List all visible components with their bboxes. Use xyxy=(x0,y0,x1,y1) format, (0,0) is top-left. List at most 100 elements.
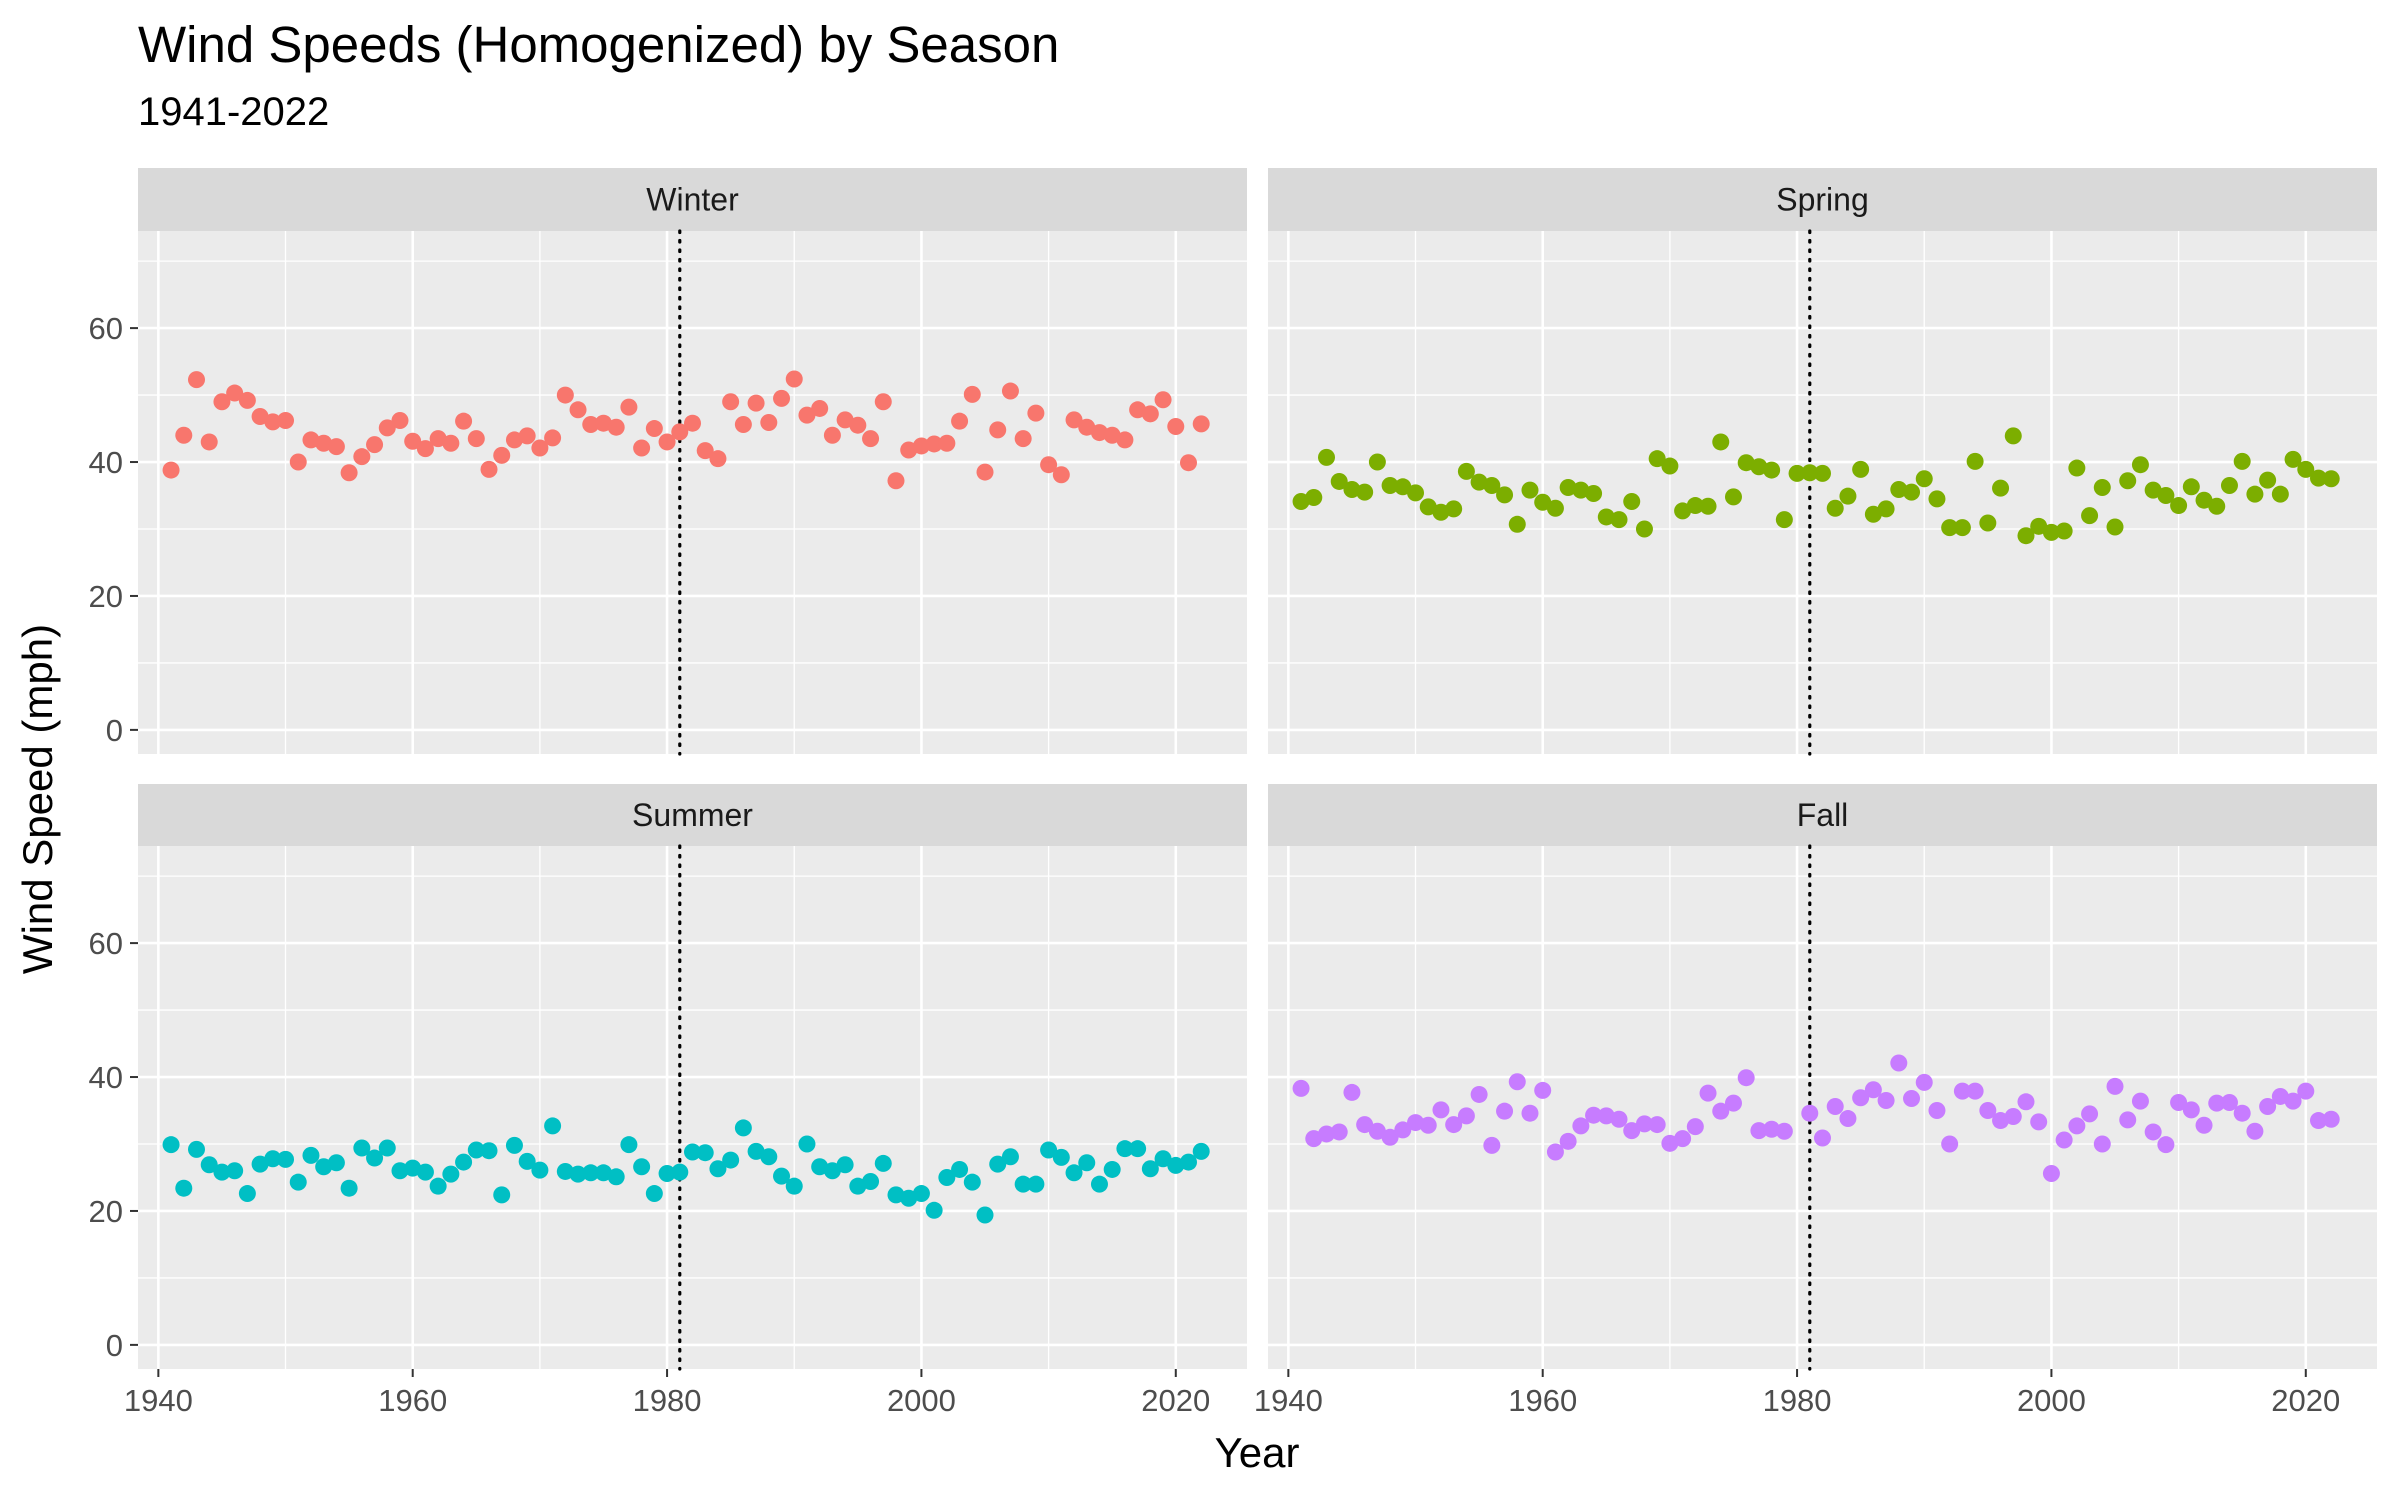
data-point xyxy=(1483,476,1501,494)
data-point xyxy=(1597,508,1615,526)
data-point xyxy=(1775,1122,1793,1140)
data-point xyxy=(862,430,880,448)
data-point xyxy=(1648,1116,1666,1134)
data-point xyxy=(1065,1164,1083,1182)
data-point xyxy=(696,1144,714,1162)
data-point xyxy=(2220,1093,2238,1111)
data-point xyxy=(2055,522,2073,540)
data-point xyxy=(493,1186,511,1204)
data-point xyxy=(620,1136,638,1154)
data-point xyxy=(200,1156,218,1174)
data-point xyxy=(2208,1094,2226,1112)
data-point xyxy=(1928,1102,1946,1120)
data-point xyxy=(760,1148,778,1166)
data-point xyxy=(1496,486,1514,504)
data-point xyxy=(378,419,396,437)
data-point xyxy=(1014,430,1032,448)
data-point xyxy=(2271,485,2289,503)
data-point xyxy=(1635,520,1653,538)
data-point xyxy=(747,1142,765,1160)
data-point xyxy=(1724,488,1742,506)
data-point xyxy=(2017,1093,2035,1111)
data-point xyxy=(2297,460,2315,478)
data-point xyxy=(2195,1116,2213,1134)
data-point xyxy=(251,407,269,425)
data-point xyxy=(1001,1148,1019,1166)
data-point xyxy=(569,1165,587,1183)
data-point xyxy=(1078,1154,1096,1172)
data-point xyxy=(416,1163,434,1181)
strip-background xyxy=(1268,784,2377,846)
data-point xyxy=(836,411,854,429)
data-point xyxy=(226,384,244,402)
data-point xyxy=(862,1172,880,1190)
data-point xyxy=(1953,1082,1971,1100)
data-point xyxy=(1432,503,1450,521)
data-point xyxy=(505,1136,523,1154)
data-point xyxy=(1623,1122,1641,1140)
data-point xyxy=(976,463,994,481)
y-tick-label: 20 xyxy=(89,1194,123,1229)
data-point xyxy=(1877,500,1895,518)
data-point xyxy=(1116,431,1134,449)
data-point xyxy=(658,1164,676,1182)
data-point xyxy=(1521,481,1539,499)
data-point xyxy=(1890,1054,1908,1072)
data-point xyxy=(2093,478,2111,496)
data-point xyxy=(747,394,765,412)
data-point xyxy=(1546,499,1564,517)
data-point xyxy=(1521,1104,1539,1122)
data-point xyxy=(1903,483,1921,501)
data-point xyxy=(2322,1110,2340,1128)
data-point xyxy=(162,461,180,479)
data-point xyxy=(455,412,473,430)
data-point xyxy=(1052,466,1070,484)
data-point xyxy=(264,1150,282,1168)
data-point xyxy=(556,386,574,404)
data-point xyxy=(963,1173,981,1191)
data-point xyxy=(1154,1150,1172,1168)
data-point xyxy=(773,1167,791,1185)
data-point xyxy=(1027,404,1045,422)
data-point xyxy=(1027,1175,1045,1193)
x-tick-label: 2020 xyxy=(2271,1383,2340,1418)
data-point xyxy=(2284,450,2302,468)
data-point xyxy=(2233,1104,2251,1122)
data-point xyxy=(2284,1092,2302,1110)
data-point xyxy=(2004,427,2022,445)
data-point xyxy=(404,432,422,450)
y-tick-label: 20 xyxy=(89,579,123,614)
data-point xyxy=(684,414,701,432)
data-point xyxy=(2144,481,2162,499)
data-point xyxy=(1979,514,1997,532)
data-point xyxy=(289,453,307,471)
data-point xyxy=(1381,476,1399,494)
data-point xyxy=(2182,1101,2200,1119)
data-point xyxy=(1040,456,1058,474)
data-point xyxy=(544,429,562,447)
y-axis-title: Wind Speed (mph) xyxy=(14,624,61,974)
data-point xyxy=(1801,1104,1819,1122)
data-point xyxy=(1572,1117,1590,1135)
data-point xyxy=(773,389,791,407)
data-point xyxy=(1103,1160,1121,1178)
data-point xyxy=(734,416,752,434)
data-point xyxy=(1674,502,1692,520)
data-point xyxy=(1052,1148,1070,1166)
data-point xyxy=(912,1185,930,1203)
data-point xyxy=(238,1185,256,1203)
data-point xyxy=(1724,1094,1742,1112)
data-point xyxy=(2017,527,2035,545)
data-point xyxy=(455,1153,473,1171)
y-tick-label: 60 xyxy=(89,926,123,961)
data-point xyxy=(1470,473,1488,491)
data-point xyxy=(963,385,981,403)
data-point xyxy=(874,1154,892,1172)
data-point xyxy=(989,421,1007,439)
data-point xyxy=(1534,493,1552,511)
data-point xyxy=(2042,523,2060,541)
strip-label: Spring xyxy=(1776,182,1869,218)
data-point xyxy=(1915,1073,1933,1091)
data-point xyxy=(1585,1106,1603,1124)
panel-winter: Winter xyxy=(130,168,1247,756)
